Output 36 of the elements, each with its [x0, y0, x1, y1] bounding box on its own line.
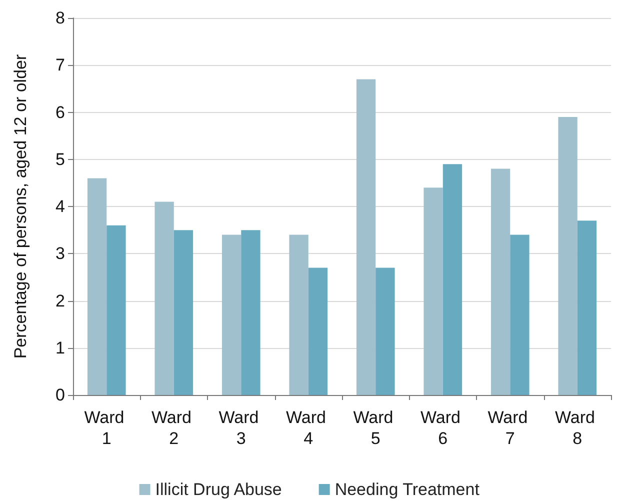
- x-tick-label: Ward 8: [555, 408, 600, 448]
- y-tick-label: 1: [56, 338, 65, 358]
- x-tick-label: Ward 3: [218, 408, 264, 448]
- bar: [577, 220, 597, 395]
- bar: [87, 178, 107, 395]
- x-tick-label: Ward 5: [353, 408, 398, 448]
- x-tick-label: Ward 6: [420, 408, 466, 448]
- y-tick-label: 8: [56, 8, 65, 28]
- bar: [490, 168, 510, 395]
- bar: [356, 79, 376, 395]
- x-tick-label: Ward 2: [152, 408, 196, 448]
- x-tick-label: Ward 4: [286, 408, 331, 448]
- bar: [241, 230, 260, 395]
- y-tick-label: 7: [56, 56, 65, 75]
- x-tick-label: Ward 1: [84, 408, 129, 448]
- bar: [174, 230, 194, 395]
- bar: [106, 225, 126, 395]
- bar: [442, 164, 462, 395]
- y-tick-label: 2: [56, 291, 65, 310]
- bar: [308, 268, 328, 395]
- y-tick-label: 6: [56, 102, 65, 122]
- bar: [424, 188, 443, 395]
- bar: [376, 268, 395, 395]
- y-tick-label: 0: [56, 386, 65, 404]
- y-axis-title: Percentage of persons, aged 12 or older: [11, 54, 30, 359]
- bar: [222, 234, 242, 395]
- y-tick-label: 5: [56, 150, 65, 169]
- legend-label: Illicit Drug Abuse: [155, 480, 282, 499]
- bar: [154, 202, 174, 395]
- bar: [289, 234, 308, 395]
- y-tick-label: 4: [56, 197, 65, 216]
- bar: [510, 234, 530, 395]
- bar: [558, 116, 578, 395]
- y-tick-label: 3: [56, 244, 65, 264]
- legend-label: Needing Treatment: [334, 480, 480, 499]
- x-tick-label: Ward 7: [488, 408, 532, 448]
